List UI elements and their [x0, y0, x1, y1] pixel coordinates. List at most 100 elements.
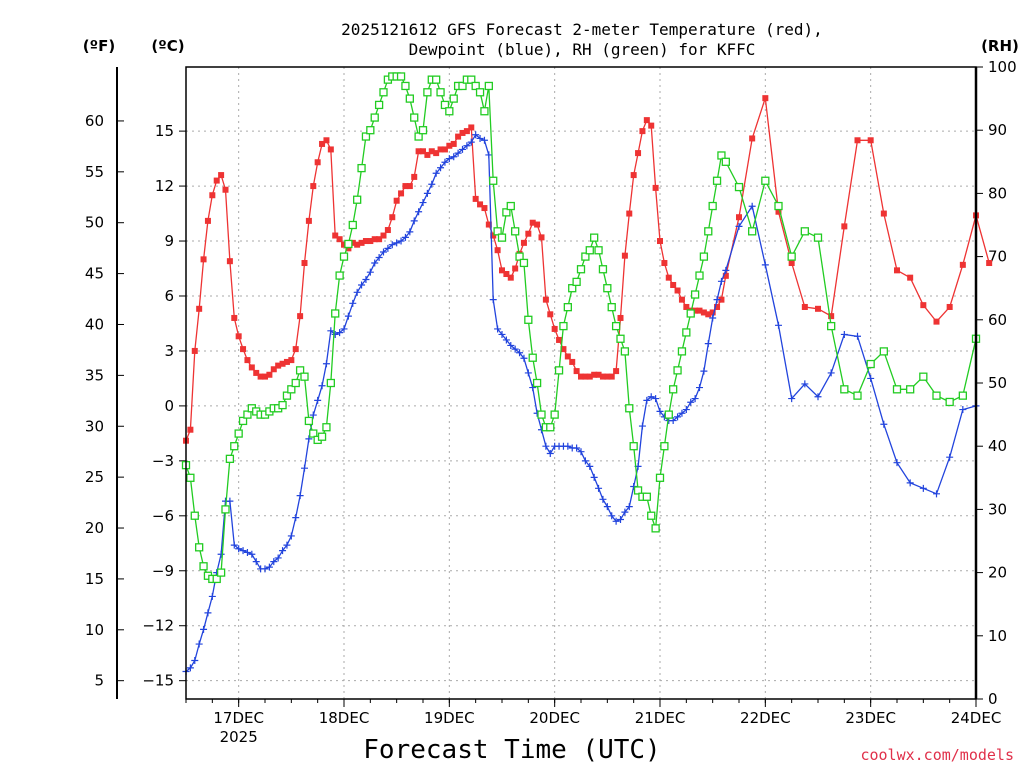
- dewpoint-point: [656, 407, 664, 415]
- rh-point: [717, 151, 726, 160]
- rh-point: [374, 100, 384, 110]
- rh-point: [677, 347, 687, 356]
- dewpoint-point: [638, 422, 646, 430]
- rh-point: [282, 391, 292, 400]
- temperature-point: [231, 314, 238, 321]
- rh-point: [190, 511, 199, 520]
- rh-point: [405, 94, 414, 103]
- rh-tick-label: 30: [988, 500, 1007, 518]
- dewpoint-point: [380, 248, 387, 256]
- temperature-point: [305, 217, 312, 224]
- temperature-point: [678, 296, 685, 303]
- temperature-point: [472, 195, 479, 202]
- dewpoint-point: [480, 136, 488, 144]
- dewpoint-point: [612, 517, 620, 525]
- temperature-point: [485, 221, 492, 228]
- fahrenheit-tick-label: 10: [85, 621, 104, 639]
- dewpoint-point: [283, 541, 291, 549]
- dewpoint-point: [678, 409, 686, 417]
- dewpoint-point: [577, 448, 585, 456]
- temperature-point: [218, 172, 225, 179]
- temperature-point: [696, 307, 703, 314]
- celsius-tick-label: −9: [152, 562, 174, 580]
- temperature-point: [248, 364, 255, 371]
- dewpoint-point: [919, 484, 927, 492]
- celsius-tick-label: 9: [164, 232, 174, 250]
- dewpoint-point: [450, 153, 458, 161]
- rh-tick-label: 60: [988, 311, 1007, 329]
- temperature-point: [538, 234, 545, 241]
- rh-point: [633, 486, 643, 495]
- dewpoint-point: [200, 625, 208, 633]
- dewpoint-point: [494, 325, 502, 333]
- dewpoint-point: [489, 296, 497, 304]
- rh-point: [440, 100, 450, 110]
- temperature-point: [578, 373, 584, 380]
- temperature-point: [415, 148, 422, 155]
- rh-point: [748, 227, 757, 236]
- fahrenheit-tick-label: 30: [85, 417, 104, 435]
- dewpoint-point: [467, 138, 475, 146]
- rh-point: [414, 132, 423, 141]
- temperature-point: [788, 260, 795, 267]
- credit-link[interactable]: coolwx.com/models: [860, 746, 1014, 764]
- temperature-point: [714, 303, 721, 310]
- dewpoint-point: [761, 261, 769, 269]
- dewpoint-point: [375, 254, 383, 262]
- temperature-point: [630, 172, 637, 179]
- dewpoint-point: [279, 547, 287, 555]
- x-tick-label: 24DEC: [951, 709, 1002, 727]
- x-tick-sublabel: 2025: [220, 728, 258, 746]
- temperature-point: [556, 336, 563, 343]
- rh-point: [230, 442, 239, 451]
- dewpoint-point: [867, 374, 875, 382]
- dewpoint-point: [625, 503, 633, 511]
- dewpoint-point: [358, 281, 366, 289]
- temperature-point: [657, 238, 663, 245]
- dewpoint-point: [524, 369, 532, 377]
- dewpoint-point: [814, 393, 822, 401]
- temperature-point: [345, 245, 352, 252]
- celsius-tick-label: 3: [164, 342, 174, 360]
- dewpoint-point: [573, 444, 581, 452]
- rh-point: [506, 201, 515, 211]
- temperature-point: [749, 135, 756, 142]
- temperature-point: [288, 357, 295, 364]
- temperature-point: [314, 159, 321, 166]
- temperature-point: [402, 183, 409, 190]
- dewpoint-point: [437, 164, 445, 172]
- dewpoint-point: [959, 406, 967, 414]
- celsius-tick-label: −15: [142, 672, 174, 690]
- temperature-point: [670, 281, 677, 288]
- dewpoint-point: [371, 259, 379, 267]
- rh-point: [554, 366, 564, 375]
- fahrenheit-unit-label: (ºF): [83, 37, 115, 55]
- dewpoint-point: [397, 237, 405, 245]
- celsius-tick-label: 0: [164, 397, 174, 415]
- dewpoint-point: [441, 158, 449, 166]
- dewpoint-point: [788, 395, 796, 403]
- dewpoint-point: [735, 222, 743, 230]
- temperature-point: [512, 265, 519, 272]
- temperature-point: [494, 247, 501, 254]
- temperature-point: [196, 305, 203, 312]
- rh-point: [932, 391, 941, 400]
- rh-point: [480, 107, 489, 116]
- dewpoint-point: [511, 345, 519, 353]
- rh-tick-label: 50: [988, 374, 1007, 392]
- temperature-point: [894, 267, 900, 274]
- dewpoint-point: [419, 199, 427, 207]
- dewpoint-point: [235, 545, 243, 553]
- temperature-point: [933, 318, 940, 325]
- dewpoint-point: [502, 336, 510, 344]
- dewpoint-point: [595, 484, 603, 492]
- dewpoint-point: [854, 332, 861, 340]
- temperature-point: [213, 177, 220, 184]
- rh-point: [660, 442, 669, 451]
- dewpoint-point: [643, 396, 651, 404]
- dewpoint-point: [243, 548, 251, 556]
- rh-point: [629, 442, 638, 451]
- dewpoint-point: [384, 244, 392, 252]
- dewpoint-point: [423, 189, 431, 197]
- temperature-point: [240, 346, 247, 353]
